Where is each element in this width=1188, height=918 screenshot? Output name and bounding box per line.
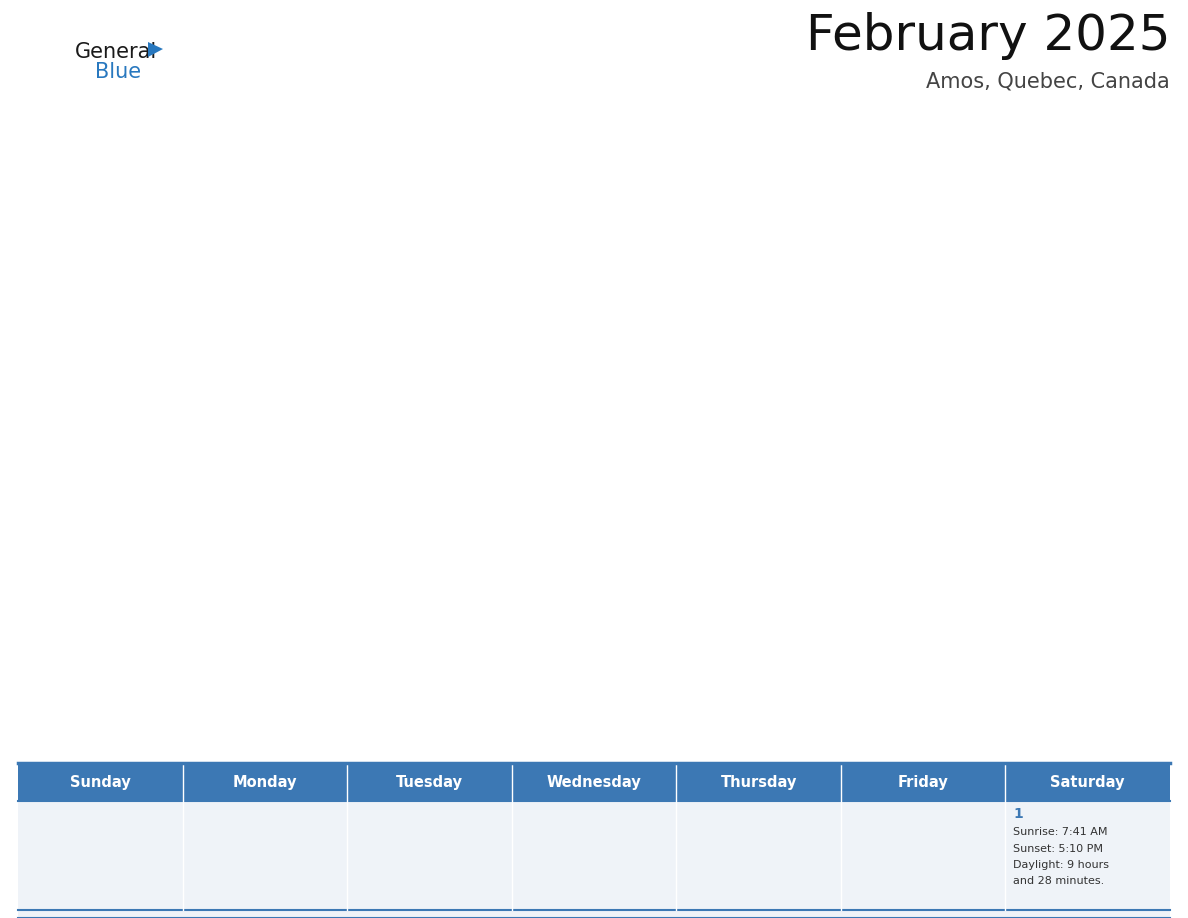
Bar: [18, 763, 183, 801]
Bar: [841, 763, 1005, 801]
Text: Thursday: Thursday: [720, 775, 797, 789]
Text: Sunset: 5:10 PM: Sunset: 5:10 PM: [1013, 844, 1104, 854]
Text: Sunday: Sunday: [70, 775, 131, 789]
Bar: [841, 801, 1005, 918]
Text: Daylight: 9 hours: Daylight: 9 hours: [1013, 860, 1110, 870]
Bar: [512, 910, 676, 918]
Text: Sunrise: 7:41 AM: Sunrise: 7:41 AM: [1013, 827, 1108, 837]
Bar: [1005, 910, 1170, 918]
Bar: [183, 910, 347, 918]
Bar: [1005, 763, 1170, 801]
Text: Amos, Quebec, Canada: Amos, Quebec, Canada: [927, 72, 1170, 92]
Bar: [676, 910, 841, 918]
Bar: [512, 763, 676, 801]
Bar: [512, 801, 676, 918]
Text: Blue: Blue: [95, 62, 141, 82]
Text: Friday: Friday: [898, 775, 948, 789]
Bar: [347, 910, 512, 918]
Text: February 2025: February 2025: [805, 12, 1170, 60]
Bar: [1005, 801, 1170, 918]
Bar: [676, 801, 841, 918]
Bar: [183, 763, 347, 801]
Bar: [18, 910, 183, 918]
Text: 1: 1: [1013, 807, 1023, 821]
Bar: [183, 801, 347, 918]
Text: Saturday: Saturday: [1050, 775, 1125, 789]
Text: and 28 minutes.: and 28 minutes.: [1013, 877, 1105, 887]
Bar: [347, 801, 512, 918]
Text: Wednesday: Wednesday: [546, 775, 642, 789]
Text: General: General: [75, 42, 157, 62]
Text: Monday: Monday: [233, 775, 297, 789]
Polygon shape: [148, 42, 163, 57]
Bar: [347, 763, 512, 801]
Bar: [841, 910, 1005, 918]
Text: Tuesday: Tuesday: [396, 775, 463, 789]
Bar: [676, 763, 841, 801]
Bar: [18, 801, 183, 918]
